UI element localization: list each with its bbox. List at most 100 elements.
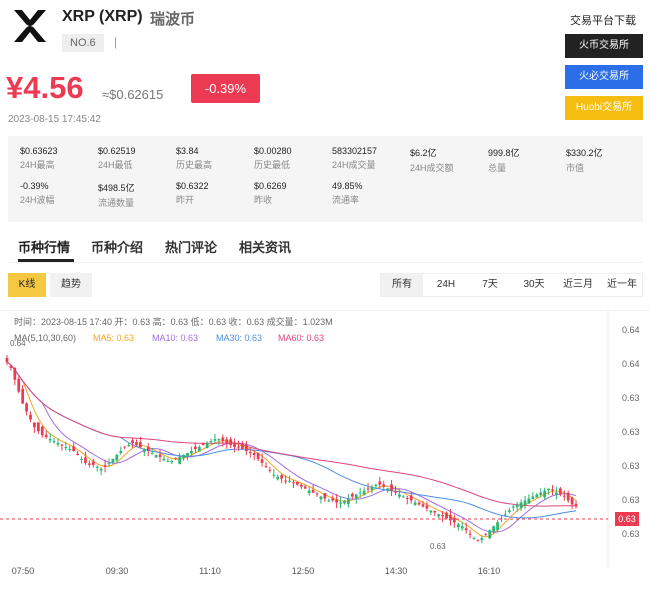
ma5-line (6, 361, 577, 538)
tab-intro[interactable]: 币种介绍 (91, 240, 144, 255)
candle-body (354, 494, 358, 499)
huobi-exchange-button[interactable]: 火币交易所 (565, 34, 643, 58)
candle-body (162, 458, 166, 461)
current-price-tag (615, 512, 639, 526)
kline-button[interactable]: K线 (8, 273, 46, 297)
candle-body (405, 498, 409, 500)
x-tick-label: 11:10 (199, 566, 221, 576)
ma-lines (6, 361, 577, 538)
candles (5, 355, 578, 544)
candle-body (347, 498, 350, 505)
tab-comments[interactable]: 热门评论 (165, 240, 218, 255)
candle-body (139, 442, 142, 448)
x-axis-ticks: 07:50 09:30 11:10 12:50 14:30 16:10 (12, 566, 501, 576)
candle-body (543, 490, 547, 498)
candle-body (421, 504, 425, 507)
candle-body (429, 510, 433, 513)
candle-body (570, 497, 574, 505)
trend-button[interactable]: 趋势 (50, 273, 92, 297)
candle-body (476, 539, 480, 541)
candle-body (382, 484, 386, 487)
candle-body (193, 446, 197, 450)
huobi-global-button[interactable]: Huobi交易所 (565, 96, 643, 120)
timestamp: 2023-08-15 17:45:42 (8, 114, 101, 125)
candle-body (127, 445, 131, 447)
htx-exchange-button[interactable]: 火必交易所 (565, 65, 643, 89)
candle-body (264, 466, 268, 468)
candle-body (272, 474, 276, 476)
low-marker: 0.63 (430, 542, 446, 551)
candle-body (229, 439, 233, 446)
download-title: 交易平台下载 (570, 15, 636, 27)
candle-body (142, 449, 146, 452)
candle-body (492, 526, 495, 532)
candle-body (350, 493, 354, 497)
x-tick-label: 09:30 (106, 566, 129, 576)
candle-body (178, 456, 182, 464)
candle-body (574, 503, 578, 507)
price-cny: ¥4.56 (6, 70, 84, 105)
candle-body (115, 454, 119, 461)
range-7d[interactable]: 7天 (482, 279, 498, 290)
candle-body (437, 514, 441, 517)
tab-market[interactable]: 币种行情 (18, 240, 71, 255)
candle-body (449, 514, 452, 521)
candle-body (166, 460, 170, 462)
candle-body (205, 443, 209, 449)
candle-body (29, 414, 32, 420)
candle-body (296, 482, 299, 485)
price-chart[interactable]: 0.63 时间：2023-08-15 17:40 开：0.63 高：0.63 低… (0, 310, 650, 597)
candle-body (36, 422, 40, 432)
candle-body (5, 357, 9, 362)
stat-24h-volume: 583302157 24H成交量 (332, 146, 378, 170)
x-tick-label: 07:50 (12, 566, 35, 576)
candle-body (68, 449, 72, 451)
candle-body (531, 496, 535, 499)
candle-body (60, 444, 64, 446)
candle-body (299, 484, 303, 487)
y-tick-label: 0.63 (622, 529, 640, 539)
y-tick-label: 0.63 (622, 495, 640, 505)
range-all[interactable]: 所有 (381, 274, 423, 296)
candle-body (170, 460, 174, 463)
active-tab-indicator (18, 259, 74, 262)
candle-body (44, 434, 48, 438)
stats-panel: $0.63623 24H最高 $0.62519 24H最低 $3.84 历史最高 $0… (8, 136, 643, 222)
range-3m[interactable]: 近三月 (563, 279, 593, 290)
ma60-line (6, 361, 576, 507)
candle-body (507, 510, 511, 512)
y-tick-label: 0.64 (622, 325, 640, 335)
ma5-label: MA5: 0.63 (93, 333, 134, 343)
x-tick-label: 12:50 (292, 566, 315, 576)
stat-ath: $3.84 历史最高 (176, 146, 213, 170)
range-1y[interactable]: 近一年 (607, 279, 637, 290)
candle-body (464, 528, 468, 531)
candle-body (237, 446, 240, 448)
candle-body (292, 482, 295, 484)
candle-body (343, 500, 346, 504)
candle-body (311, 490, 315, 493)
candle-body (519, 502, 523, 509)
candle-body (76, 453, 79, 455)
ohlc-info: 时间：2023-08-15 17:40 开：0.63 高：0.63 低：0.63… (14, 316, 333, 327)
tab-news[interactable]: 相关资讯 (239, 240, 292, 255)
candle-body (339, 502, 342, 504)
candle-body (119, 451, 123, 454)
candle-body (425, 505, 429, 509)
candle-body (91, 461, 95, 465)
candle-body (327, 500, 331, 502)
candle-body (56, 443, 60, 445)
range-30d[interactable]: 30天 (523, 279, 545, 290)
stat-circulating: $498.5亿 流通数量 (98, 183, 135, 208)
candle-body (535, 494, 539, 498)
candle-body (21, 388, 25, 404)
candle-body (280, 475, 284, 479)
candle-body (488, 530, 492, 539)
candle-body (441, 515, 444, 517)
candle-body (480, 538, 484, 541)
range-24h[interactable]: 24H (436, 279, 456, 290)
candle-body (562, 495, 566, 497)
candle-body (131, 440, 134, 444)
candle-body (190, 451, 193, 454)
stat-prev-open: $0.6322 昨开 (176, 181, 209, 205)
